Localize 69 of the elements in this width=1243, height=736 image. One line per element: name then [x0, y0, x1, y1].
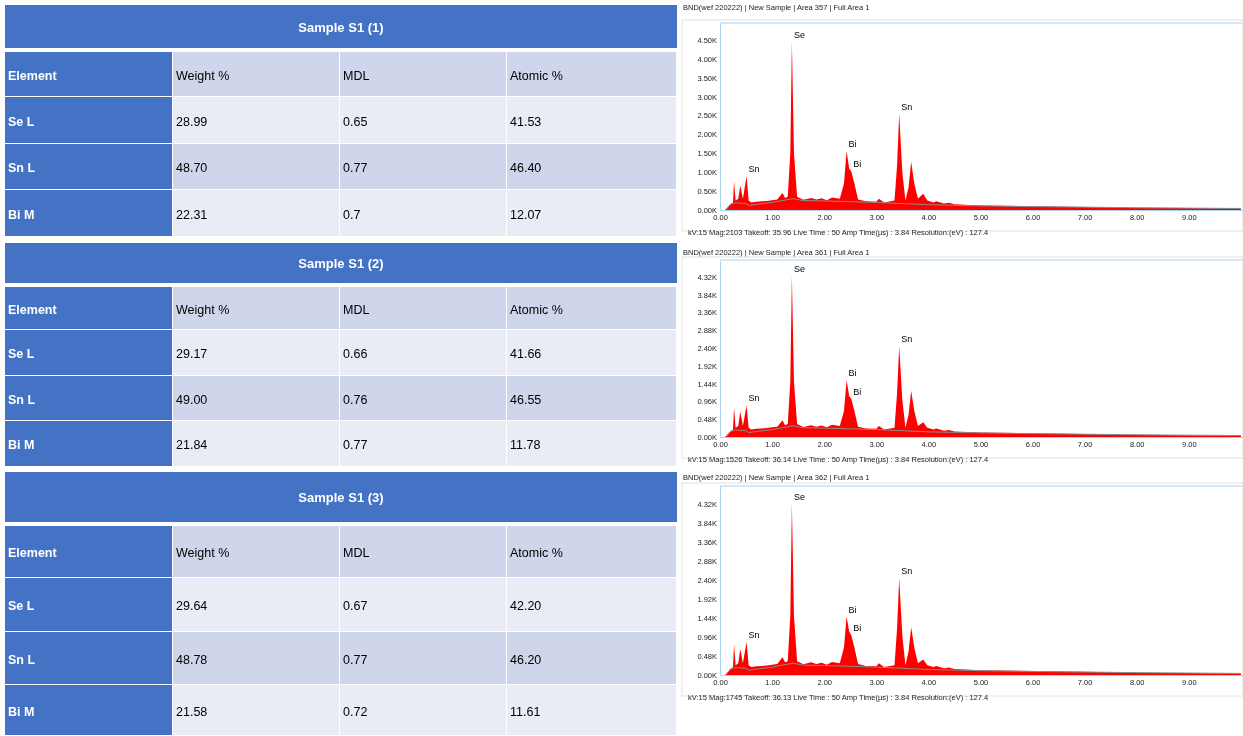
text: Sn L — [8, 652, 36, 667]
text: Sample S1 (2) — [298, 256, 384, 271]
text: 42.20 — [510, 599, 542, 613]
line-series — [724, 425, 1242, 437]
annotation: Bi — [848, 139, 857, 150]
text: 11.78 — [510, 438, 541, 452]
text: Element — [8, 302, 58, 317]
text: Element — [8, 68, 58, 83]
annotation: Bi — [853, 623, 862, 634]
text: 46.20 — [510, 652, 542, 667]
annotation: Sn — [901, 566, 913, 577]
text: Bi M — [8, 207, 35, 222]
text: 49.00 — [176, 392, 208, 407]
text: Weight % — [176, 546, 230, 560]
text: 0.77 — [343, 438, 368, 452]
text: 48.70 — [176, 161, 208, 175]
text: Atomic % — [510, 302, 563, 317]
annotation: Se — [793, 29, 805, 40]
text: Element — [8, 546, 58, 560]
text: MDL — [343, 546, 370, 560]
text: Weight % — [176, 68, 230, 83]
text: 21.84 — [176, 438, 208, 452]
annotation: Se — [793, 264, 805, 275]
annotation: Bi — [853, 159, 862, 170]
text: 0.77 — [343, 161, 368, 175]
text: 11.61 — [510, 704, 541, 719]
text: Sample S1 (1) — [298, 19, 384, 35]
text: 46.40 — [510, 161, 542, 175]
text: 0.76 — [343, 392, 368, 407]
text: 0.67 — [343, 599, 368, 613]
text: 48.78 — [176, 652, 208, 667]
text: 22.31 — [176, 207, 208, 222]
annotation: Se — [793, 491, 805, 502]
line-series — [724, 662, 1242, 675]
text: 0.72 — [343, 704, 368, 719]
text: 29.64 — [176, 599, 208, 613]
annotation: Sn — [901, 101, 913, 112]
annotation: Bi — [848, 368, 857, 379]
text: 21.58 — [176, 704, 208, 719]
text: Se L — [8, 114, 35, 129]
text: 0.65 — [343, 114, 368, 129]
text: Sample S1 (3) — [298, 490, 384, 505]
annotation: Sn — [748, 629, 760, 640]
text: Bi M — [8, 438, 35, 452]
text: MDL — [343, 68, 370, 83]
text: Atomic % — [510, 546, 563, 560]
text: MDL — [343, 302, 370, 317]
line-series — [724, 198, 1242, 210]
annotation: Sn — [901, 334, 913, 345]
text: 41.53 — [510, 114, 542, 129]
text: 28.99 — [176, 114, 208, 129]
annotation: Bi — [853, 386, 862, 397]
text: Se L — [8, 599, 35, 613]
text: 0.7 — [343, 207, 361, 222]
text: 46.55 — [510, 392, 542, 407]
text: Se L — [8, 347, 35, 361]
text: 0.66 — [343, 347, 368, 361]
text: Sn L — [8, 161, 36, 175]
text: 29.17 — [176, 347, 208, 361]
annotation: Sn — [748, 393, 760, 404]
text: 0.77 — [343, 652, 368, 667]
text: Weight % — [176, 302, 230, 317]
text: Bi M — [8, 704, 35, 719]
text: 12.07 — [510, 207, 542, 222]
text: 41.66 — [510, 347, 542, 361]
text: Atomic % — [510, 68, 563, 83]
annotation: Sn — [748, 164, 760, 174]
text: Sn L — [8, 392, 36, 407]
annotation: Bi — [848, 604, 857, 615]
